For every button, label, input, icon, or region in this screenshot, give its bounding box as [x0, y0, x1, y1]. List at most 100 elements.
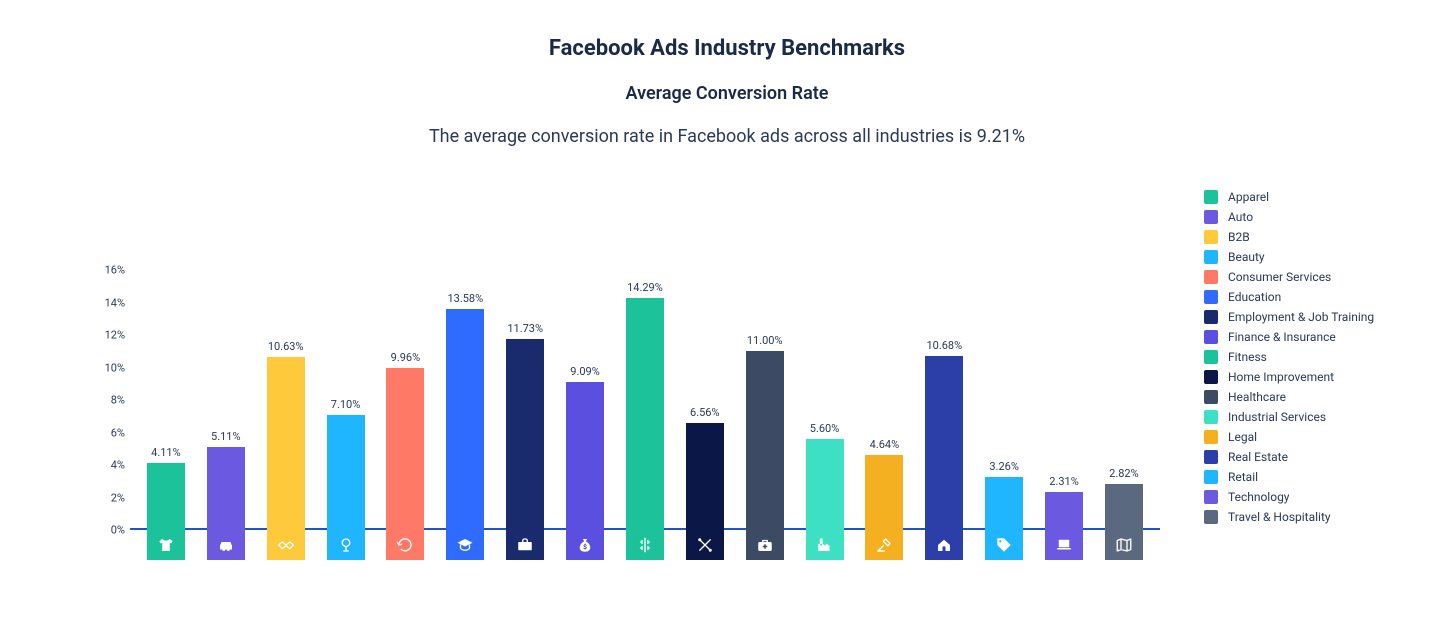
legend-label: Home Improvement — [1228, 370, 1334, 384]
bar — [806, 439, 844, 530]
legend-label: Legal — [1228, 430, 1257, 444]
bar — [746, 351, 784, 530]
legend-label: Healthcare — [1228, 390, 1286, 404]
legend-item: Apparel — [1204, 190, 1424, 204]
moneybag-icon: $ — [566, 530, 604, 560]
y-tick: 6% — [80, 426, 125, 439]
legend-label: Industrial Services — [1228, 410, 1326, 424]
refresh-icon — [386, 530, 424, 560]
bar-value-label: 2.82% — [1109, 467, 1139, 480]
bar — [446, 309, 484, 530]
legend-item: Fitness — [1204, 350, 1424, 364]
svg-text:$: $ — [583, 543, 587, 551]
bar-value-label: 9.09% — [570, 365, 600, 378]
legend-label: Travel & Hospitality — [1228, 510, 1331, 524]
legend-label: Technology — [1228, 490, 1289, 504]
legend-label: Beauty — [1228, 250, 1265, 264]
dumbbell-icon — [626, 530, 664, 560]
legend-swatch — [1204, 350, 1218, 364]
bar-fitness: 14.29% — [615, 270, 675, 530]
bar — [506, 339, 544, 530]
x-axis-icons: $ — [130, 530, 1160, 560]
legend-item: B2B — [1204, 230, 1424, 244]
briefcase-icon — [506, 530, 544, 560]
tag-icon — [985, 530, 1023, 560]
bar-employment-job-training: 11.73% — [495, 270, 555, 530]
bar — [1105, 484, 1143, 530]
legend-swatch — [1204, 450, 1218, 464]
legend-label: Fitness — [1228, 350, 1267, 364]
legend-label: Apparel — [1228, 190, 1269, 204]
bar-legal: 4.64% — [855, 270, 915, 530]
bar-value-label: 2.31% — [1049, 475, 1079, 488]
legend-swatch — [1204, 470, 1218, 484]
bar — [386, 368, 424, 530]
bars-container: 4.11%5.11%10.63%7.10%9.96%13.58%11.73%9.… — [130, 270, 1160, 530]
bar — [1045, 492, 1083, 530]
y-tick: 2% — [80, 491, 125, 504]
bar-value-label: 6.56% — [690, 406, 720, 419]
y-tick: 14% — [80, 296, 125, 309]
mirror-icon — [327, 530, 365, 560]
legend-item: Employment & Job Training — [1204, 310, 1424, 324]
legend-swatch — [1204, 410, 1218, 424]
legend-item: Legal — [1204, 430, 1424, 444]
bar-value-label: 3.26% — [989, 460, 1019, 473]
legend-swatch — [1204, 210, 1218, 224]
legend-item: Beauty — [1204, 250, 1424, 264]
legend-label: Education — [1228, 290, 1281, 304]
bar — [865, 455, 903, 530]
bar — [147, 463, 185, 530]
bar-value-label: 4.11% — [151, 446, 181, 459]
gradcap-icon — [446, 530, 484, 560]
bar-industrial-services: 5.60% — [795, 270, 855, 530]
bar — [985, 477, 1023, 530]
legend-item: Industrial Services — [1204, 410, 1424, 424]
bar-healthcare: 11.00% — [735, 270, 795, 530]
handshake-icon — [267, 530, 305, 560]
legend-label: Auto — [1228, 210, 1253, 224]
legend-swatch — [1204, 190, 1218, 204]
bar-b2b: 10.63% — [256, 270, 316, 530]
legend-item: Home Improvement — [1204, 370, 1424, 384]
bar — [566, 382, 604, 530]
car-icon — [207, 530, 245, 560]
bar-value-label: 14.29% — [627, 281, 663, 294]
bar — [327, 415, 365, 530]
legend-label: Retail — [1228, 470, 1258, 484]
bar — [267, 357, 305, 530]
bar-value-label: 10.68% — [926, 339, 962, 352]
bar — [686, 423, 724, 530]
house-icon — [925, 530, 963, 560]
bar-value-label: 10.63% — [268, 340, 304, 353]
bar — [626, 298, 664, 530]
legend-item: Travel & Hospitality — [1204, 510, 1424, 524]
bar-value-label: 5.60% — [810, 422, 840, 435]
bar — [925, 356, 963, 530]
legend: ApparelAutoB2BBeautyConsumer ServicesEdu… — [1204, 190, 1424, 530]
bar-value-label: 13.58% — [447, 292, 483, 305]
bar-education: 13.58% — [435, 270, 495, 530]
legend-item: Auto — [1204, 210, 1424, 224]
bar-value-label: 11.73% — [507, 322, 543, 335]
bar-travel-hospitality: 2.82% — [1094, 270, 1154, 530]
bar-beauty: 7.10% — [316, 270, 376, 530]
y-tick: 12% — [80, 329, 125, 342]
laptop-icon — [1045, 530, 1083, 560]
legend-swatch — [1204, 290, 1218, 304]
legend-swatch — [1204, 510, 1218, 524]
map-icon — [1105, 530, 1143, 560]
legend-swatch — [1204, 270, 1218, 284]
bar-home-improvement: 6.56% — [675, 270, 735, 530]
bar-consumer-services: 9.96% — [376, 270, 436, 530]
factory-icon — [806, 530, 844, 560]
legend-item: Technology — [1204, 490, 1424, 504]
bar-technology: 2.31% — [1034, 270, 1094, 530]
legend-label: B2B — [1228, 230, 1250, 244]
legend-swatch — [1204, 490, 1218, 504]
legend-swatch — [1204, 430, 1218, 444]
legend-swatch — [1204, 310, 1218, 324]
chart-area: 0%2%4%6%8%10%12%14%16% 4.11%5.11%10.63%7… — [80, 270, 1160, 570]
y-tick: 8% — [80, 394, 125, 407]
legend-swatch — [1204, 330, 1218, 344]
